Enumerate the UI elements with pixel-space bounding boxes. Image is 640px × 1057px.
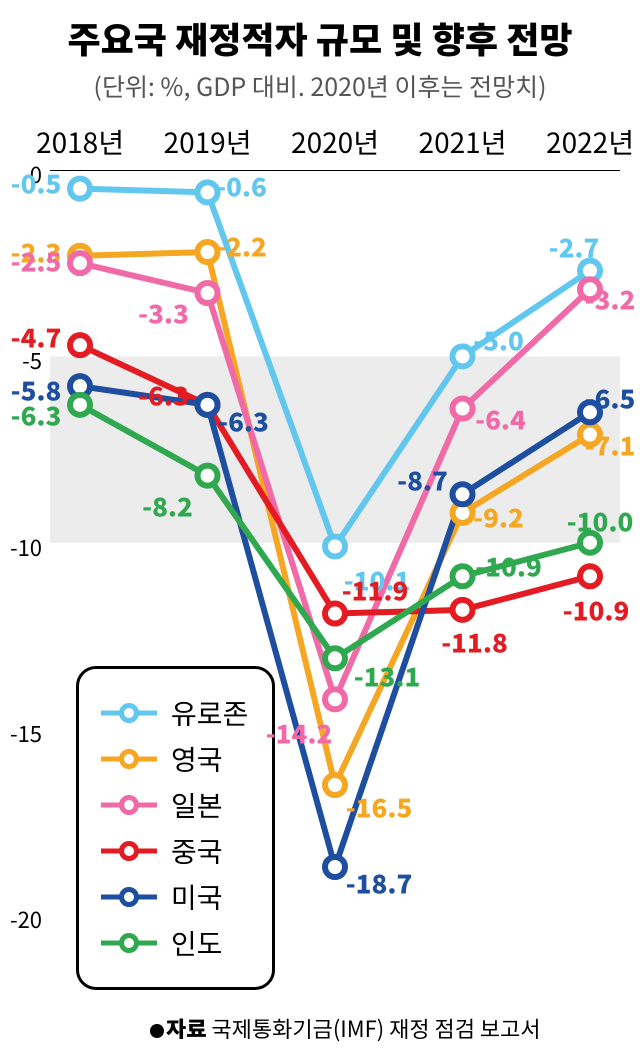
source-label: 자료 xyxy=(166,1012,206,1044)
legend-label: 미국 xyxy=(171,877,223,917)
legend-label: 영국 xyxy=(171,739,223,779)
legend-label: 중국 xyxy=(171,831,223,871)
data-point-label: -5.0 xyxy=(473,322,524,359)
data-point-label: -2.5 xyxy=(11,243,62,280)
data-point-label: -8.7 xyxy=(397,462,448,499)
data-point-label: -6.3 xyxy=(11,396,62,433)
legend-swatch xyxy=(101,794,157,816)
legend-label: 일본 xyxy=(171,785,223,825)
data-point-label: -0.5 xyxy=(11,164,62,201)
y-axis-label: -10 xyxy=(2,531,42,563)
data-point-label: -8.2 xyxy=(142,487,193,524)
data-point-label: -18.7 xyxy=(346,865,413,902)
legend-item-china: 중국 xyxy=(101,831,248,871)
data-point-label: -10.9 xyxy=(475,548,542,585)
data-point-label: -7.1 xyxy=(585,426,636,463)
x-axis-label: 2020년 xyxy=(271,122,399,162)
data-point-label: -13.1 xyxy=(354,658,421,695)
legend-swatch xyxy=(101,932,157,954)
y-axis-label: -15 xyxy=(2,717,42,749)
data-point-label: -2.7 xyxy=(549,228,600,265)
chart-legend: 유로존 영국 일본 중국 미국 인도 xyxy=(76,666,275,990)
legend-label: 유로존 xyxy=(171,693,248,733)
y-axis-label: -20 xyxy=(2,903,42,935)
legend-item-uk: 영국 xyxy=(101,739,248,779)
data-point-label: -2.2 xyxy=(216,228,267,265)
legend-swatch xyxy=(101,886,157,908)
source-text: 국제통화기금(IMF) 재정 점검 보고서 xyxy=(211,1012,540,1044)
data-point-label: -16.5 xyxy=(346,789,413,826)
x-axis-label: 2021년 xyxy=(399,122,527,162)
chart-source: 자료 국제통화기금(IMF) 재정 점검 보고서 xyxy=(150,1012,541,1044)
bullet-icon xyxy=(150,1024,164,1038)
legend-swatch xyxy=(101,748,157,770)
chart-subtitle: (단위: %, GDP 대비. 2020년 이후는 전망치) xyxy=(0,68,640,104)
data-point-label: -11.9 xyxy=(342,571,409,608)
data-point-label: -11.8 xyxy=(441,623,508,660)
legend-item-eurozone: 유로존 xyxy=(101,693,248,733)
data-point-label: -3.3 xyxy=(138,295,189,332)
data-point-label: -0.6 xyxy=(216,168,267,205)
data-point-label: -10.9 xyxy=(563,592,630,629)
chart-title: 주요국 재정적자 규모 및 향후 전망 xyxy=(0,12,640,64)
legend-swatch xyxy=(101,702,157,724)
data-point-label: -6.4 xyxy=(475,400,526,437)
x-axis-label: 2019년 xyxy=(144,122,272,162)
x-axis-label: 2018년 xyxy=(16,122,144,162)
x-axis-labels: 2018년2019년2020년2021년2022년 xyxy=(16,122,640,162)
legend-swatch xyxy=(101,840,157,862)
data-point-label: -14.2 xyxy=(266,715,333,752)
data-point-label: -10.0 xyxy=(567,502,634,539)
legend-item-japan: 일본 xyxy=(101,785,248,825)
legend-item-india: 인도 xyxy=(101,923,248,963)
data-point-label: -4.7 xyxy=(11,319,62,356)
legend-item-usa: 미국 xyxy=(101,877,248,917)
data-point-label: -6.5 xyxy=(585,380,636,417)
x-axis-label: 2022년 xyxy=(526,122,640,162)
data-point-label: -3.2 xyxy=(585,281,636,318)
data-point-label: -6.3 xyxy=(138,376,189,413)
data-point-label: -6.3 xyxy=(218,402,269,439)
data-point-label: -9.2 xyxy=(473,498,524,535)
legend-label: 인도 xyxy=(171,923,223,963)
